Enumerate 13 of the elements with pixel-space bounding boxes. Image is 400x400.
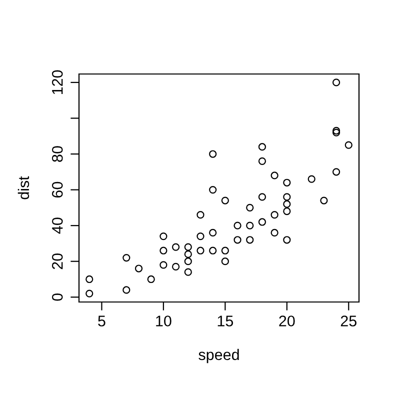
x-tick-label: 20 [279, 316, 295, 326]
y-tick-label: 120 [52, 70, 63, 94]
y-tick-label: 20 [52, 253, 63, 270]
y-tick-label: 60 [52, 182, 63, 198]
x-axis-title: speed [198, 348, 239, 364]
x-tick-label: 10 [156, 316, 172, 326]
y-axis-title: dist [18, 176, 30, 200]
x-tick-label: 25 [340, 316, 356, 326]
y-tick-label: 40 [52, 218, 63, 234]
y-tick-label: 80 [52, 146, 63, 162]
y-tick-label: 0 [52, 293, 63, 301]
x-tick-label: 15 [218, 316, 234, 326]
x-tick-label: 5 [98, 316, 106, 326]
